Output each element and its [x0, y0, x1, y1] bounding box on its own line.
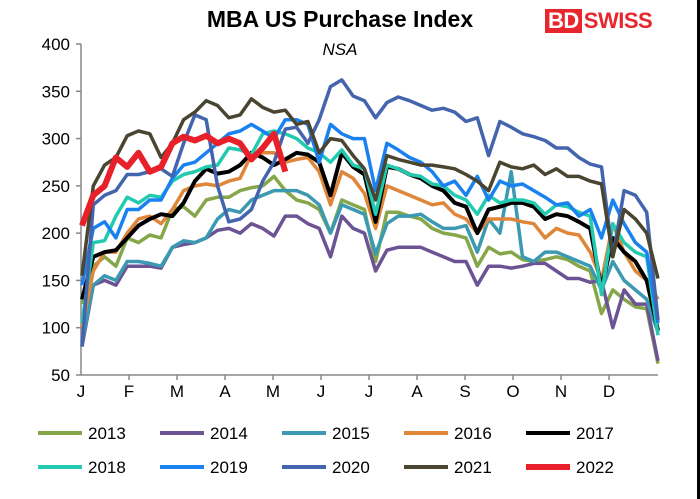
- x-tick-label: A: [219, 382, 231, 401]
- x-tick-label: S: [459, 382, 470, 401]
- bdswiss-logo: BD SWISS: [545, 8, 653, 34]
- legend-label-2015: 2015: [332, 424, 370, 443]
- x-tick-label: J: [317, 382, 326, 401]
- legend-label-2014: 2014: [210, 424, 248, 443]
- series-line-2019: [80, 117, 660, 324]
- series-line-2020: [80, 78, 660, 347]
- legend-label-2018: 2018: [88, 458, 126, 477]
- x-tick-label: O: [506, 382, 519, 401]
- y-tick-label: 350: [42, 82, 70, 101]
- x-tick-label: J: [365, 382, 374, 401]
- series-line-2018: [80, 129, 660, 336]
- chart-subtitle: NSA: [322, 40, 358, 59]
- series-line-2021: [80, 97, 660, 279]
- series-line-2015: [80, 169, 660, 343]
- legend-label-2022: 2022: [576, 458, 614, 477]
- y-tick-label: 250: [42, 177, 70, 196]
- legend-label-2016: 2016: [454, 424, 492, 443]
- frame-border: [697, 0, 700, 499]
- x-tick-label: F: [124, 382, 134, 401]
- x-tick-label: J: [77, 382, 86, 401]
- legend-label-2020: 2020: [332, 458, 370, 477]
- chart-title: MBA US Purchase Index: [206, 6, 474, 32]
- y-tick-label: 300: [42, 130, 70, 149]
- x-tick-label: D: [603, 382, 615, 401]
- y-tick-label: 200: [42, 224, 70, 243]
- logo-part1: BD: [545, 9, 582, 33]
- x-tick-label: M: [170, 382, 184, 401]
- legend-label-2017: 2017: [576, 424, 614, 443]
- logo-part2: SWISS: [583, 8, 653, 33]
- x-tick-label: A: [411, 382, 423, 401]
- x-tick-label: N: [555, 382, 567, 401]
- y-tick-label: 150: [42, 271, 70, 290]
- y-tick-label: 400: [42, 35, 70, 54]
- legend-label-2019: 2019: [210, 458, 248, 477]
- legend-label-2013: 2013: [88, 424, 126, 443]
- y-tick-label: 50: [51, 366, 70, 385]
- series-line-2022: [79, 130, 289, 227]
- series-line-2016: [80, 151, 660, 329]
- x-tick-label: M: [266, 382, 280, 401]
- legend-label-2021: 2021: [454, 458, 492, 477]
- y-tick-label: 100: [42, 319, 70, 338]
